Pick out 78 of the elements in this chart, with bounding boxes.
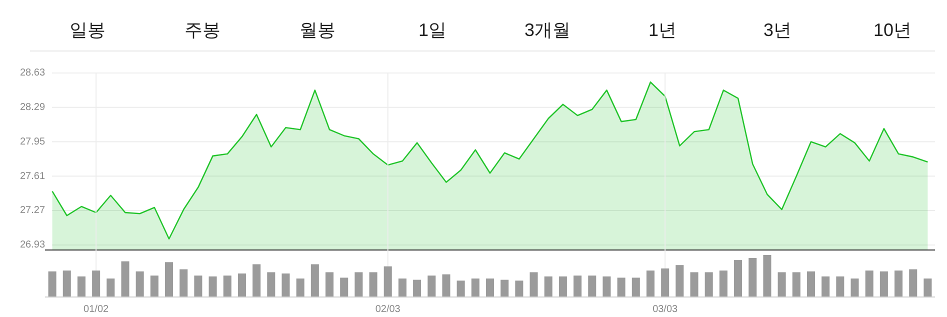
bar	[602, 276, 611, 297]
text: 10년	[873, 20, 912, 40]
bar	[530, 272, 538, 297]
bar	[238, 273, 246, 297]
bar	[632, 278, 640, 297]
bar	[865, 270, 874, 297]
bar	[836, 276, 844, 297]
bar	[194, 276, 202, 297]
bar	[763, 255, 772, 297]
bar	[544, 276, 552, 297]
bar	[48, 271, 56, 297]
bar	[588, 276, 596, 297]
bar	[880, 271, 888, 297]
bar	[384, 266, 392, 297]
bar	[340, 278, 348, 297]
bar	[428, 276, 436, 297]
text: 1년	[648, 20, 677, 40]
bar	[822, 276, 830, 297]
bar	[252, 264, 261, 297]
y-tick-label: 27.61	[20, 170, 46, 182]
bar	[136, 271, 144, 297]
bar	[894, 270, 903, 297]
bar	[296, 278, 304, 297]
bar	[398, 278, 406, 297]
bar	[574, 276, 582, 297]
bar	[704, 272, 713, 297]
bar	[646, 270, 655, 297]
bar	[369, 272, 378, 297]
x-tick-label: 03/03	[652, 304, 678, 315]
bar	[92, 270, 100, 297]
bar	[909, 269, 918, 297]
bar	[734, 260, 742, 297]
bar	[719, 270, 728, 297]
y-tick-label: 28.29	[20, 102, 46, 114]
x-tick-label: 01/02	[84, 304, 110, 315]
bar	[223, 276, 232, 297]
bar	[165, 262, 174, 297]
bar	[471, 278, 480, 297]
bar	[924, 278, 932, 297]
bar	[748, 258, 757, 297]
y-tick-label: 27.27	[20, 205, 46, 216]
bar	[180, 269, 188, 297]
bar	[62, 270, 71, 297]
bar	[267, 272, 276, 297]
bar	[500, 280, 509, 297]
bar	[558, 276, 567, 297]
text: 월봉	[300, 20, 336, 40]
bar	[850, 278, 859, 297]
bar	[676, 265, 684, 297]
bar	[690, 272, 698, 297]
bar	[806, 271, 815, 297]
bar	[413, 280, 422, 297]
bar	[150, 276, 158, 297]
text: 3년	[763, 20, 792, 40]
bar	[282, 273, 290, 297]
bar	[661, 268, 670, 297]
y-tick-label: 26.93	[20, 240, 46, 251]
bar	[77, 276, 86, 297]
bar	[792, 272, 800, 297]
y-tick-label: 28.63	[20, 68, 46, 79]
bar	[442, 274, 450, 297]
bar	[515, 280, 524, 297]
bar	[486, 278, 494, 297]
bar	[617, 278, 626, 297]
bar	[208, 276, 217, 297]
bar	[121, 261, 130, 297]
bar	[354, 272, 363, 297]
bar	[106, 278, 115, 297]
x-tick-label: 02/03	[375, 304, 401, 315]
bar	[325, 272, 334, 297]
text: 일봉	[70, 20, 106, 40]
y-tick-label: 27.95	[20, 136, 46, 148]
text: 1일	[418, 20, 447, 40]
bar	[310, 264, 319, 297]
bar	[456, 280, 465, 297]
bar	[778, 272, 786, 297]
text: 주봉	[184, 20, 220, 40]
text: 3개월	[524, 20, 571, 40]
